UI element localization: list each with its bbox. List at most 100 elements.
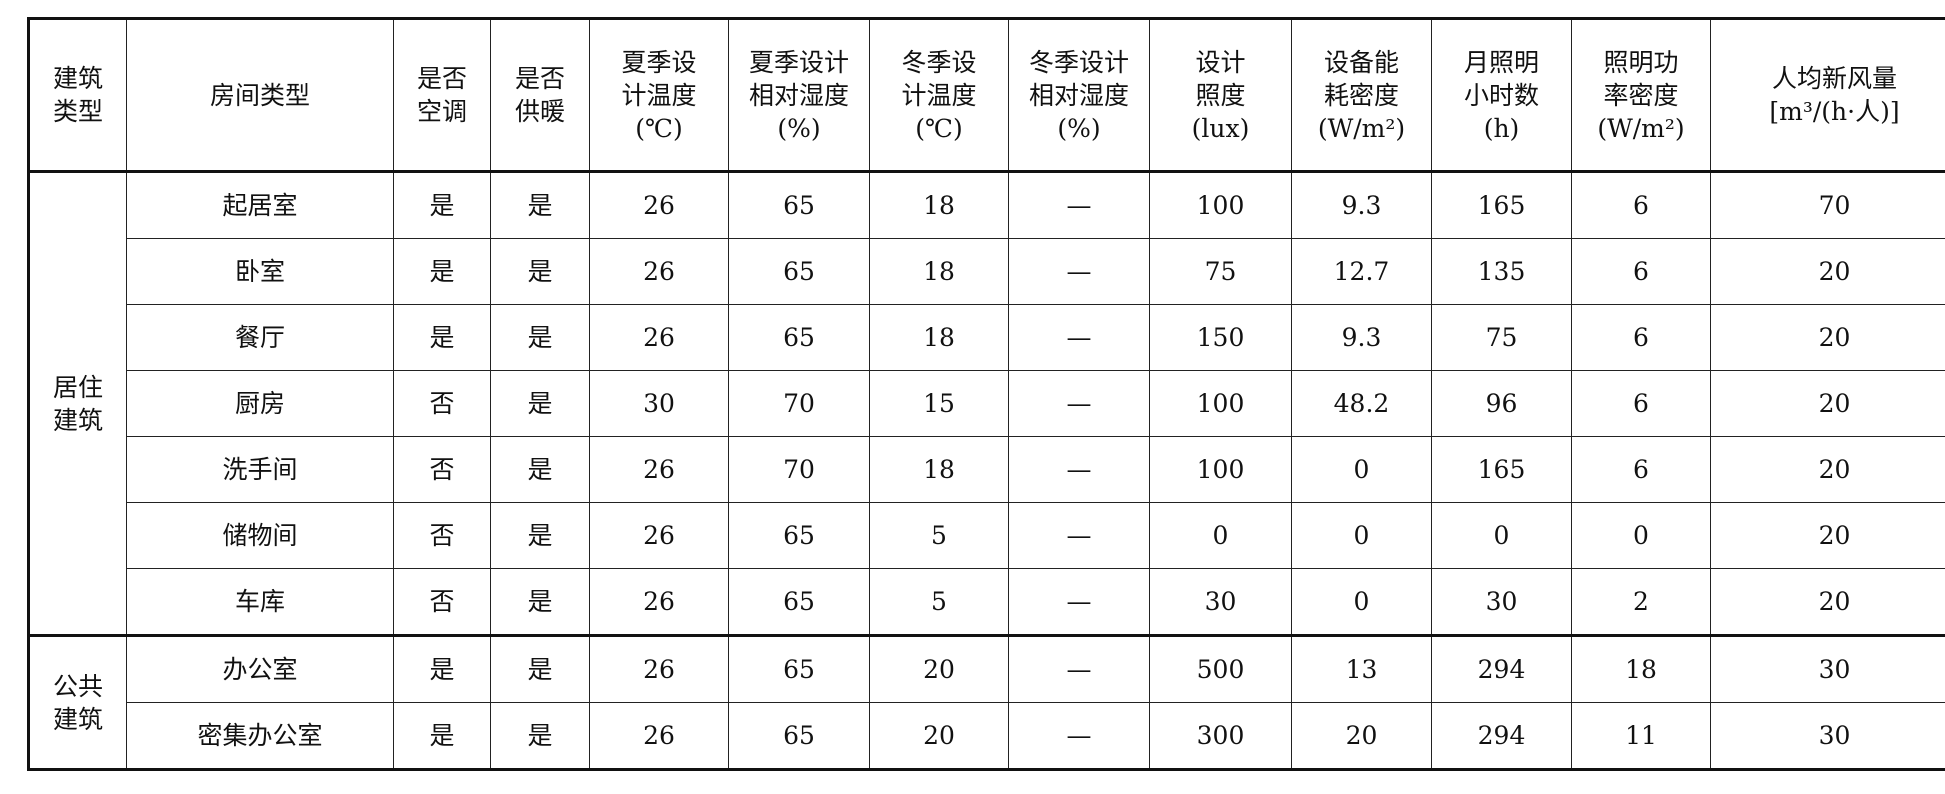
monthly-lighting-hours-cell: 75	[1431, 304, 1572, 371]
design-illuminance-cell: 500	[1149, 634, 1292, 703]
air-conditioned-cell: 是	[393, 170, 491, 239]
header-summer-humidity: 夏季设计 相对湿度 (%)	[728, 18, 870, 173]
winter-humidity-cell: —	[1008, 370, 1150, 437]
heated-cell: 是	[490, 502, 590, 569]
room-type-cell: 餐厅	[126, 304, 394, 371]
header-winter-temp: 冬季设 计温度 (℃)	[869, 18, 1009, 173]
room-type-cell: 厨房	[126, 370, 394, 437]
summer-humidity-cell: 65	[728, 634, 870, 703]
monthly-lighting-hours-cell: 30	[1431, 568, 1572, 636]
header-fresh-air-per-person: 人均新风量 [m³/(h·人)]	[1710, 18, 1945, 173]
monthly-lighting-hours-cell: 165	[1431, 436, 1572, 503]
equipment-density-cell: 12.7	[1291, 238, 1432, 305]
building-type-cell: 公共 建筑	[28, 634, 127, 770]
table-row: 厨房否是 30 70 15—100 48.2 96 6 20	[29, 370, 1945, 437]
fresh-air-per-person-cell: 30	[1710, 634, 1945, 703]
summer-temp-cell: 26	[589, 502, 729, 569]
summer-temp-cell: 26	[589, 568, 729, 636]
fresh-air-per-person-cell: 20	[1710, 304, 1945, 371]
design-illuminance-cell: 100	[1149, 370, 1292, 437]
winter-temp-cell: 15	[869, 370, 1009, 437]
fresh-air-per-person-cell: 20	[1710, 238, 1945, 305]
heated-cell: 是	[490, 238, 590, 305]
room-type-cell: 车库	[126, 568, 394, 636]
design-illuminance-cell: 100	[1149, 436, 1292, 503]
header-row: 建筑 类型 房间类型 是否 空调 是否 供暖 夏季设 计温度 (℃) 夏季设计 相对湿度 …	[28, 18, 1945, 173]
air-conditioned-cell: 是	[393, 304, 491, 371]
heated-cell: 是	[490, 370, 590, 437]
room-type-cell: 洗手间	[126, 436, 394, 503]
fresh-air-per-person-cell: 20	[1710, 370, 1945, 437]
table-row: 餐厅是是 26 65 18—150 9.3 75 6 20	[29, 304, 1945, 371]
equipment-density-cell: 20	[1291, 702, 1432, 770]
fresh-air-per-person-cell: 30	[1710, 702, 1945, 770]
summer-temp-cell: 26	[589, 238, 729, 305]
building-type-cell: 居住 建筑	[28, 170, 127, 636]
equipment-density-cell: 0	[1291, 502, 1432, 569]
table-row: 洗手间否是 26 70 18—100 0 165 6 20	[29, 436, 1945, 503]
winter-humidity-cell: —	[1008, 436, 1150, 503]
heated-cell: 是	[490, 304, 590, 371]
summer-humidity-cell: 65	[728, 502, 870, 569]
header-design-illuminance: 设计 照度 (lux)	[1149, 18, 1292, 173]
fresh-air-per-person-cell: 20	[1710, 502, 1945, 569]
design-illuminance-cell: 0	[1149, 502, 1292, 569]
winter-humidity-cell: —	[1008, 238, 1150, 305]
air-conditioned-cell: 是	[393, 634, 491, 703]
winter-temp-cell: 20	[869, 634, 1009, 703]
air-conditioned-cell: 是	[393, 702, 491, 770]
design-illuminance-cell: 100	[1149, 170, 1292, 239]
lighting-power-density-cell: 18	[1571, 634, 1711, 703]
summer-temp-cell: 26	[589, 702, 729, 770]
lighting-power-density-cell: 6	[1571, 370, 1711, 437]
header-summer-temp: 夏季设 计温度 (℃)	[589, 18, 729, 173]
heated-cell: 是	[490, 436, 590, 503]
design-illuminance-cell: 75	[1149, 238, 1292, 305]
summer-humidity-cell: 70	[728, 370, 870, 437]
table-row: 公共 建筑 办公室是是 26 65 20—500 13 294 18 30	[28, 634, 1945, 770]
winter-temp-cell: 18	[869, 170, 1009, 239]
room-type-cell: 办公室	[126, 634, 394, 703]
lighting-power-density-cell: 11	[1571, 702, 1711, 770]
header-monthly-lighting-hours: 月照明 小时数 (h)	[1431, 18, 1572, 173]
monthly-lighting-hours-cell: 0	[1431, 502, 1572, 569]
equipment-density-cell: 0	[1291, 568, 1432, 636]
summer-humidity-cell: 65	[728, 702, 870, 770]
header-building-type: 建筑 类型	[28, 18, 127, 173]
winter-temp-cell: 5	[869, 502, 1009, 569]
winter-humidity-cell: —	[1008, 502, 1150, 569]
header-heated: 是否 供暖	[490, 18, 590, 173]
heated-cell: 是	[490, 702, 590, 770]
table-row: 车库否是 26 65 5—30 0 30 2 20	[29, 568, 1945, 636]
lighting-power-density-cell: 6	[1571, 170, 1711, 239]
fresh-air-per-person-cell: 20	[1710, 568, 1945, 636]
equipment-density-cell: 9.3	[1291, 304, 1432, 371]
summer-temp-cell: 30	[589, 370, 729, 437]
winter-humidity-cell: —	[1008, 702, 1150, 770]
lighting-power-density-cell: 0	[1571, 502, 1711, 569]
room-type-cell: 密集办公室	[126, 702, 394, 770]
summer-temp-cell: 26	[589, 304, 729, 371]
equipment-density-cell: 0	[1291, 436, 1432, 503]
summer-temp-cell: 26	[589, 436, 729, 503]
heated-cell: 是	[490, 634, 590, 703]
header-lighting-power-density: 照明功 率密度 (W/m²)	[1571, 18, 1711, 173]
fresh-air-per-person-cell: 70	[1710, 170, 1945, 239]
design-illuminance-cell: 30	[1149, 568, 1292, 636]
winter-temp-cell: 18	[869, 436, 1009, 503]
air-conditioned-cell: 否	[393, 436, 491, 503]
monthly-lighting-hours-cell: 294	[1431, 702, 1572, 770]
summer-humidity-cell: 65	[728, 238, 870, 305]
lighting-power-density-cell: 6	[1571, 238, 1711, 305]
room-parameters-table: 建筑 类型 房间类型 是否 空调 是否 供暖 夏季设 计温度 (℃) 夏季设计 相对湿度 …	[27, 17, 1945, 771]
header-equipment-density: 设备能 耗密度 (W/m²)	[1291, 18, 1432, 173]
summer-temp-cell: 26	[589, 634, 729, 703]
header-winter-humidity: 冬季设计 相对湿度 (%)	[1008, 18, 1150, 173]
monthly-lighting-hours-cell: 165	[1431, 170, 1572, 239]
fresh-air-per-person-cell: 20	[1710, 436, 1945, 503]
equipment-density-cell: 13	[1291, 634, 1432, 703]
winter-temp-cell: 18	[869, 238, 1009, 305]
lighting-power-density-cell: 2	[1571, 568, 1711, 636]
monthly-lighting-hours-cell: 135	[1431, 238, 1572, 305]
table-row: 卧室是是 26 65 18—75 12.7 135 6 20	[29, 238, 1945, 305]
